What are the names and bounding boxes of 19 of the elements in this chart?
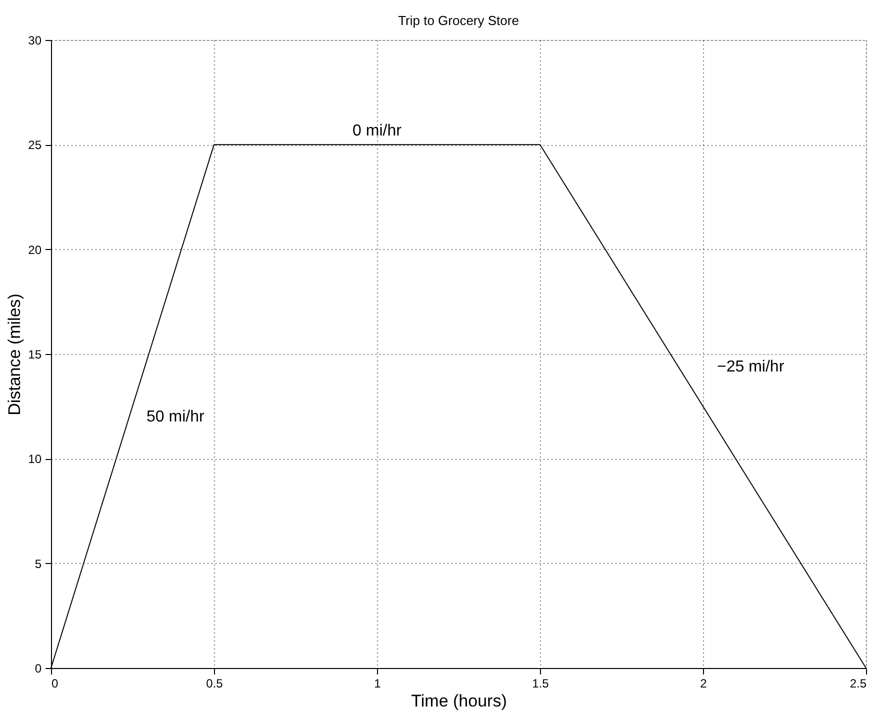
annotation: −25 mi/hr [717, 358, 785, 376]
y-axis-title: Distance (miles) [5, 294, 24, 416]
y-tick-label: 20 [28, 242, 42, 257]
y-tick-label: 30 [28, 34, 42, 48]
x-axis-title: Time (hours) [411, 692, 507, 710]
y-tick-label: 5 [34, 556, 42, 571]
x-tick-label: 2.5 [850, 676, 867, 690]
x-tick-label: 0.5 [206, 676, 224, 690]
chart-title: Trip to Grocery Store [398, 13, 519, 28]
y-tick-label: 15 [28, 348, 42, 362]
y-tick-label: 25 [28, 138, 42, 152]
y-tick-label: 0 [34, 662, 42, 676]
x-tick-label: 2 [700, 676, 708, 690]
x-tick-label: 1 [374, 676, 382, 690]
annotation: 50 mi/hr [146, 408, 205, 426]
x-tick-label: 0 [52, 676, 58, 690]
annotation: 0 mi/hr [352, 122, 402, 140]
y-tick-label: 10 [28, 452, 42, 466]
x-tick-label: 1.5 [532, 676, 550, 690]
